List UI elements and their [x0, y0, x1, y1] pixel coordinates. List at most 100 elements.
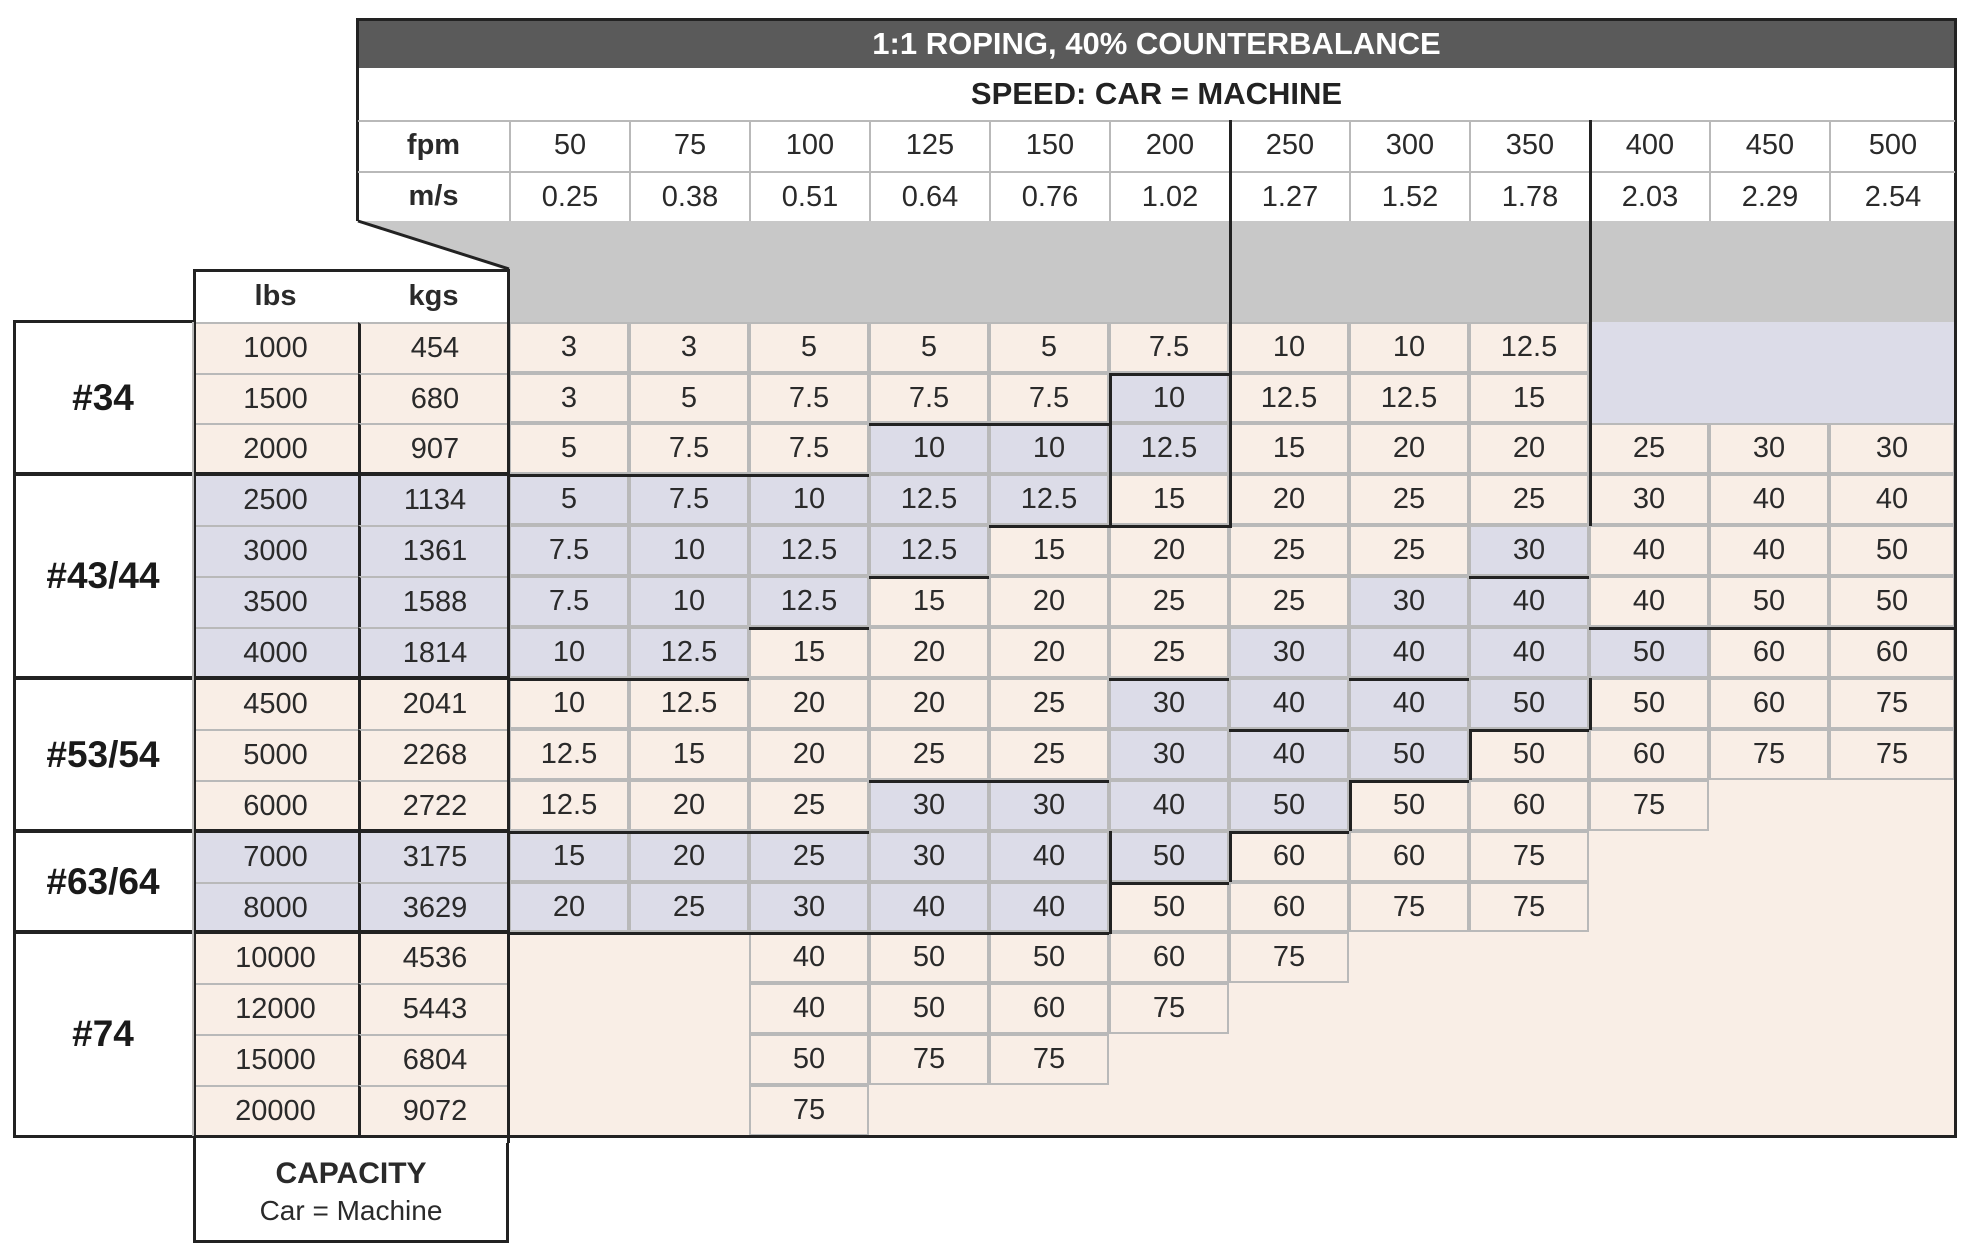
kgs-cell: 3175 [358, 831, 509, 882]
main-bottom [13, 1135, 1957, 1138]
fpm-cell: 150 [989, 120, 1109, 171]
lbs-cell: 2500 [193, 474, 358, 525]
rope-size-cell: 30 [1109, 678, 1229, 729]
fpm-cell: 200 [1109, 120, 1229, 171]
zone-step-line [1109, 882, 1229, 885]
rope-size-cell: 25 [1349, 474, 1469, 525]
lbs-cell: 3000 [193, 525, 358, 576]
rope-size-cell: 60 [1349, 831, 1469, 882]
ms-cell: 1.52 [1349, 171, 1469, 221]
group-divider [13, 829, 509, 833]
rope-size-cell: 25 [1589, 423, 1709, 474]
title-border-right [1954, 18, 1957, 221]
zone-step-line [509, 474, 869, 477]
kgs-cell: 680 [358, 373, 509, 423]
rope-group-label: #63/64 [13, 831, 193, 932]
rope-group-label: #34 [13, 322, 193, 474]
zone-step-line [869, 576, 989, 579]
rope-size-cell: 60 [1709, 678, 1829, 729]
kgs-cell: 1588 [358, 576, 509, 627]
lbs-label: lbs [254, 280, 297, 312]
rope-size-cell: 12.5 [749, 525, 869, 576]
rope-size-cell: 10 [629, 576, 749, 627]
rope-size-cell: 50 [1589, 627, 1709, 678]
rope-size-cell: 50 [1709, 576, 1829, 627]
main-right [1954, 221, 1957, 1138]
rope-size-cell: 30 [1109, 729, 1229, 780]
group-divider [13, 676, 509, 680]
main-left [13, 320, 16, 1136]
rope-size-cell [1349, 983, 1469, 1034]
rope-size-cell: 12.5 [869, 525, 989, 576]
rope-size-cell [1469, 983, 1589, 1034]
rope-size-cell: 50 [869, 932, 989, 983]
rope-size-cell [509, 1085, 629, 1136]
rope-size-cell: 50 [1829, 525, 1955, 576]
table-subtitle-text: SPEED: CAR = MACHINE [970, 76, 1343, 111]
rope-size-cell: 3 [509, 322, 629, 373]
fpm-cell: 125 [869, 120, 989, 171]
rope-size-cell: 20 [749, 729, 869, 780]
rope-size-cell: 40 [1349, 627, 1469, 678]
header-divider-fpm [509, 120, 511, 221]
zone-step-line [1229, 831, 1232, 882]
rope-size-cell [1349, 932, 1469, 983]
fpm-cell: 450 [1709, 120, 1829, 171]
capacity-title: CAPACITY [275, 1156, 427, 1190]
rope-size-cell [1589, 831, 1709, 882]
rope-size-cell: 30 [1829, 423, 1955, 474]
rope-size-cell [1829, 373, 1955, 423]
lbs-cell: 2000 [193, 423, 358, 474]
capacity-footer: CAPACITY Car = Machine [193, 1143, 509, 1243]
rope-size-cell [1589, 1034, 1709, 1085]
rope-size-cell: 7.5 [509, 576, 629, 627]
zone-step-line [1349, 678, 1469, 681]
kgs-cell: 9072 [358, 1085, 509, 1136]
rope-size-cell: 50 [1349, 729, 1469, 780]
title-border-top [356, 18, 1957, 21]
ms-cell: 0.25 [509, 171, 629, 221]
fpm-cell: 50 [509, 120, 629, 171]
ms-cell: 2.29 [1709, 171, 1829, 221]
rope-size-cell [1469, 1034, 1589, 1085]
lbs-cell: 7000 [193, 831, 358, 882]
rope-size-cell: 5 [749, 322, 869, 373]
rope-size-cell [509, 1034, 629, 1085]
rope-size-cell [869, 1085, 989, 1136]
zone-step-line [1229, 831, 1349, 834]
rope-size-cell: 40 [749, 932, 869, 983]
rope-size-cell [509, 983, 629, 1034]
rope-size-cell: 30 [869, 780, 989, 831]
ms-cell: 0.51 [749, 171, 869, 221]
rope-size-cell: 40 [1709, 474, 1829, 525]
rope-size-cell: 10 [629, 525, 749, 576]
ms-cell: 0.64 [869, 171, 989, 221]
rope-size-cell: 12.5 [1109, 423, 1229, 474]
gray-band [509, 221, 1955, 322]
rope-size-cell [1829, 1034, 1955, 1085]
rope-size-cell: 25 [749, 831, 869, 882]
rope-size-cell: 30 [749, 882, 869, 932]
rope-size-cell: 30 [1709, 423, 1829, 474]
ms-cell: 2.03 [1589, 171, 1709, 221]
rope-size-cell [1109, 1085, 1229, 1136]
rope-size-cell: 20 [1229, 474, 1349, 525]
zone-step-line [1589, 523, 1592, 526]
rope-size-cell: 10 [989, 423, 1109, 474]
rope-size-cell: 12.5 [629, 678, 749, 729]
header-sep-1 [358, 120, 1955, 122]
kgs-right [507, 269, 510, 1143]
cap-header-left [193, 269, 196, 1143]
rope-size-cell: 15 [1469, 373, 1589, 423]
rope-size-cell [1709, 1085, 1829, 1136]
rope-size-cell: 10 [1109, 373, 1229, 423]
fpm-cell: 300 [1349, 120, 1469, 171]
zone-step-line [1709, 627, 1955, 630]
rope-size-cell: 40 [1229, 678, 1349, 729]
group-divider [13, 930, 509, 934]
rope-size-cell: 10 [869, 423, 989, 474]
rope-size-cell: 7.5 [509, 525, 629, 576]
rope-size-cell: 75 [1109, 983, 1229, 1034]
lbs-cell: 8000 [193, 882, 358, 932]
rope-size-cell [1709, 983, 1829, 1034]
